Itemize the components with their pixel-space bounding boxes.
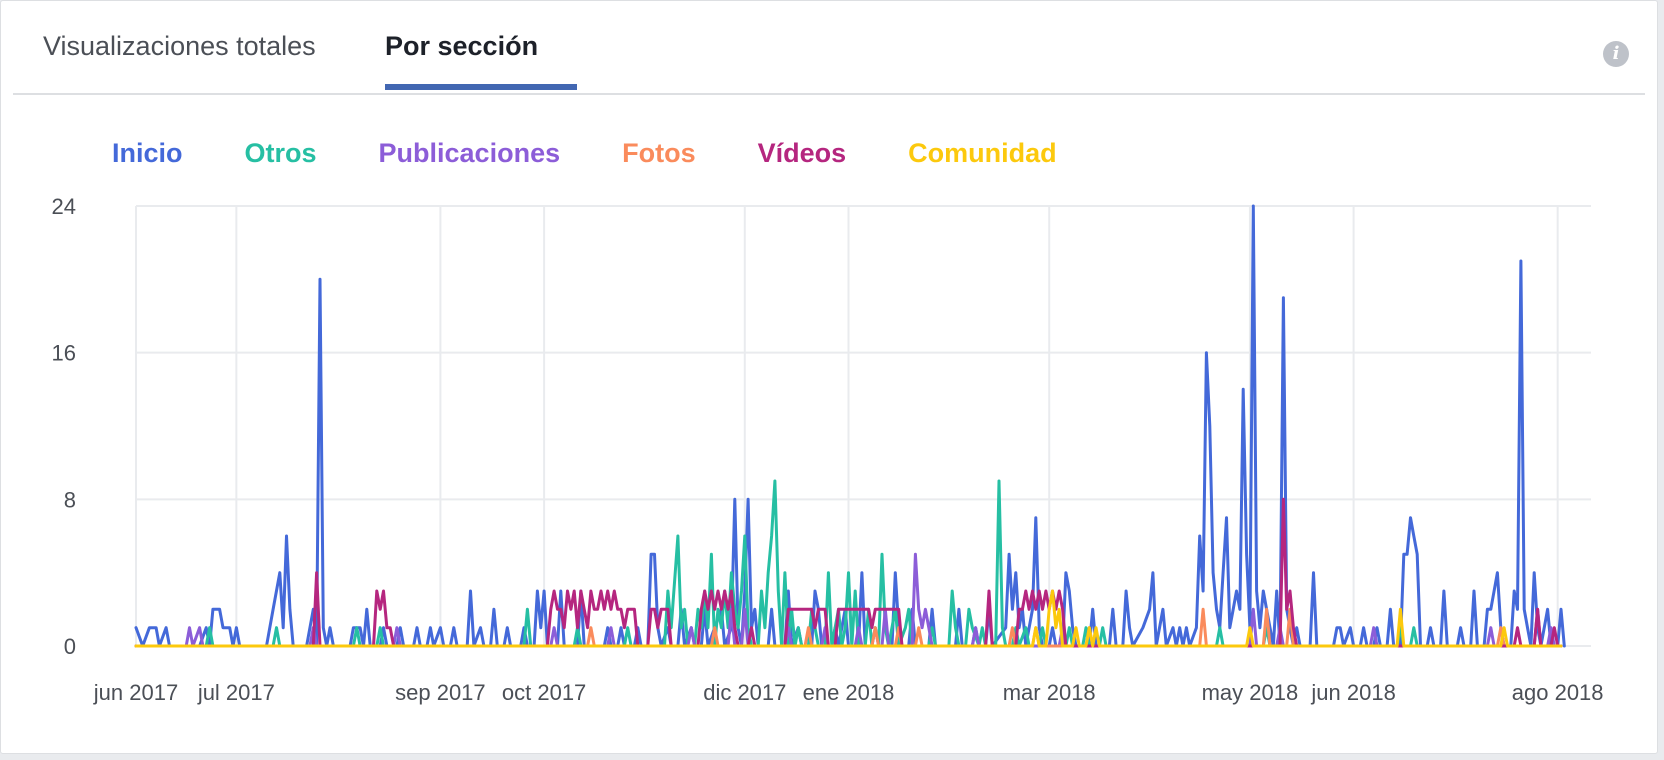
tab-by-section[interactable]: Por sección <box>385 31 539 61</box>
legend-item-videos[interactable]: Vídeos <box>757 137 847 168</box>
x-tick-label: jul 2017 <box>197 680 275 705</box>
x-tick-label: mar 2018 <box>1003 680 1096 705</box>
legend-item-inicio[interactable]: Inicio <box>112 137 183 168</box>
x-tick-label: sep 2017 <box>395 680 486 705</box>
info-icon[interactable]: i <box>1603 41 1629 67</box>
x-tick-label: may 2018 <box>1202 680 1299 705</box>
legend-item-fotos[interactable]: Fotos <box>622 137 696 168</box>
legend-item-publicaciones[interactable]: Publicaciones <box>378 137 561 168</box>
y-tick-label: 16 <box>52 341 76 366</box>
x-tick-label: ago 2018 <box>1512 680 1604 705</box>
x-tick-label: ene 2018 <box>803 680 895 705</box>
y-tick-label: 8 <box>64 487 76 512</box>
series-line-videos <box>134 497 1563 648</box>
x-tick-label: jun 2018 <box>1310 680 1395 705</box>
legend-item-otros[interactable]: Otros <box>244 137 317 168</box>
x-tick-label: jun 2017 <box>93 680 178 705</box>
y-tick-label: 0 <box>64 634 76 659</box>
series-line-comunidad <box>134 589 1563 648</box>
tab-total-views[interactable]: Visualizaciones totales <box>43 31 316 61</box>
x-tick-label: oct 2017 <box>502 680 586 705</box>
active-tab-indicator <box>385 84 577 90</box>
x-tick-label: dic 2017 <box>703 680 786 705</box>
tab-bar: Visualizaciones totales Por sección i <box>13 1 1645 95</box>
legend-item-comunidad[interactable]: Comunidad <box>908 137 1057 168</box>
y-tick-label: 24 <box>52 194 76 219</box>
chart-legend: Inicio Otros Publicaciones Fotos Vídeos Comun… <box>112 135 1119 171</box>
